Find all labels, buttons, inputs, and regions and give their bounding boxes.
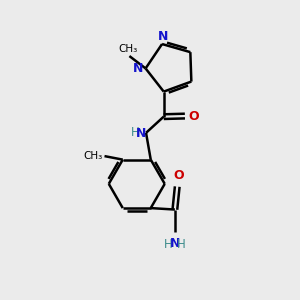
Text: H: H bbox=[177, 238, 186, 251]
Text: N: N bbox=[170, 237, 180, 250]
Text: CH₃: CH₃ bbox=[118, 44, 138, 54]
Text: N: N bbox=[158, 30, 168, 43]
Text: H: H bbox=[131, 126, 140, 139]
Text: O: O bbox=[173, 169, 184, 182]
Text: H: H bbox=[164, 238, 173, 251]
Text: N: N bbox=[133, 62, 143, 75]
Text: N: N bbox=[136, 127, 146, 140]
Text: O: O bbox=[189, 110, 200, 123]
Text: CH₃: CH₃ bbox=[83, 151, 103, 161]
